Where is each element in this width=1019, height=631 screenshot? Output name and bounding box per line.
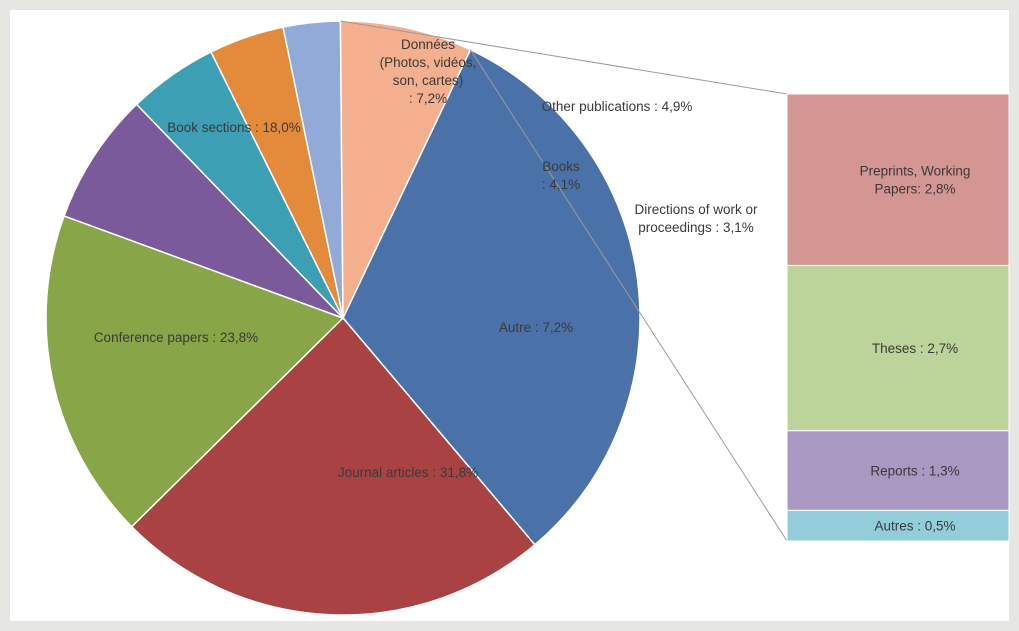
- connector-line-bottom: [469, 49, 788, 542]
- pie-slice-7: [339, 20, 472, 319]
- breakdown-segment-3: [786, 509, 1010, 542]
- pie-label-6: Directions of work or proceedings : 3,1%: [634, 202, 758, 235]
- pie-label-3: Données (Photos, vidéos, son, cartes): 7,2…: [380, 37, 477, 106]
- breakdown-label-2: Reports : 1,3%: [870, 464, 959, 479]
- pie-label-2: Book sections : 18,0%: [167, 120, 301, 135]
- breakdown-segment-2: [786, 430, 1010, 511]
- breakdown-label-0: Preprints, Working Papers: 2,8%: [860, 164, 971, 197]
- pie-slice-3: [63, 103, 344, 319]
- pie-label-0: Journal articles : 31,8%: [338, 465, 478, 480]
- connector-line-top: [340, 20, 788, 95]
- pie-slice-0: [342, 48, 641, 546]
- pie-label-5: Books: 4,1%: [542, 159, 580, 192]
- pie-label-4: Other publications : 4,9%: [542, 99, 693, 114]
- breakdown-label-1: Theses : 2,7%: [872, 341, 958, 356]
- breakdown-segment-0: [786, 93, 1010, 266]
- pie-label-7: Autre : 7,2%: [499, 320, 573, 335]
- pie-slice-1: [130, 316, 536, 616]
- breakdown-label-3: Autres : 0,5%: [874, 519, 955, 534]
- pie-slice-2: [45, 214, 345, 528]
- breakdown-segment-1: [786, 264, 1010, 432]
- pie-label-1: Conference papers : 23,8%: [94, 330, 258, 345]
